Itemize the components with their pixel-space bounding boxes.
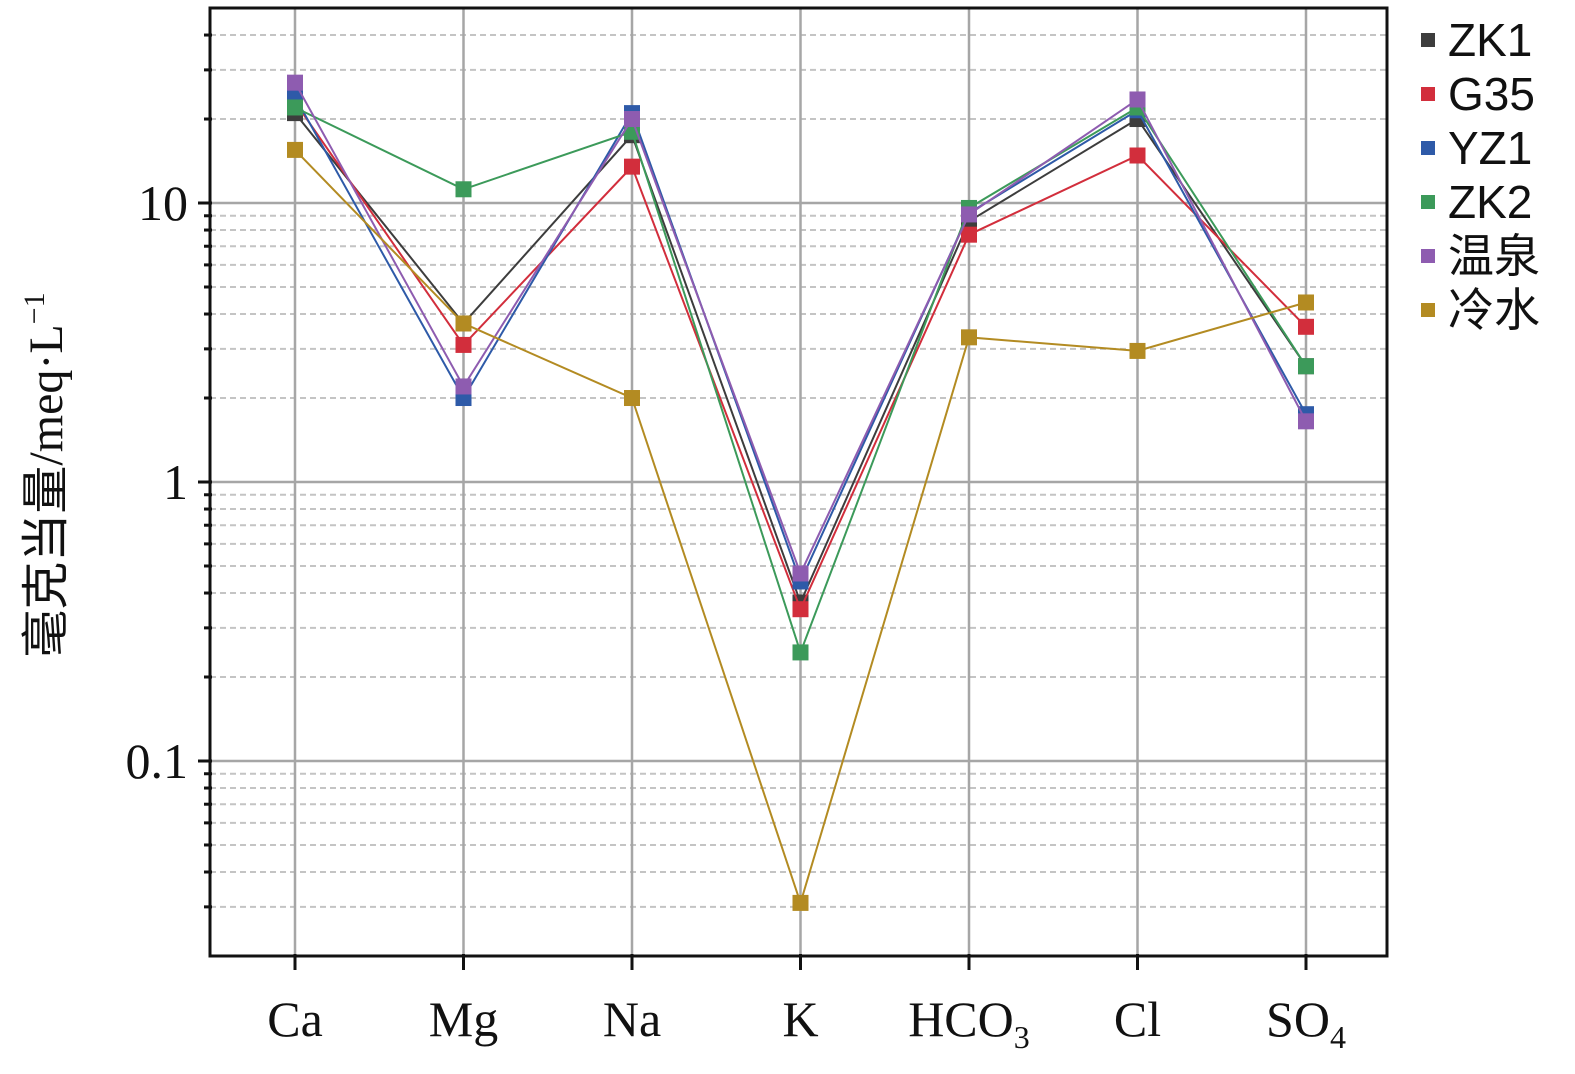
data-point [455, 378, 472, 395]
series-G35 [287, 94, 1314, 618]
x-tick-label-main: Cl [1114, 991, 1161, 1047]
data-point [1298, 358, 1314, 375]
legend-label: 冷水 [1448, 284, 1540, 336]
data-point [624, 158, 640, 175]
legend-label: 温泉 [1448, 230, 1540, 282]
data-point [1129, 147, 1146, 164]
x-tick-label: Ca [267, 991, 323, 1047]
y-tick-label: 10 [138, 175, 188, 231]
series-layer [287, 74, 1314, 911]
x-tick-label: Na [603, 991, 661, 1047]
legend-label: YZ1 [1448, 122, 1532, 174]
data-point [792, 644, 809, 661]
grid [210, 8, 1387, 956]
x-tick-label: Cl [1114, 991, 1161, 1047]
y-axis-title-main: 毫克当量/meq·L [20, 324, 73, 657]
data-point [287, 99, 303, 116]
data-point [1298, 318, 1314, 335]
legend-marker [1421, 249, 1435, 263]
data-point [1129, 91, 1146, 108]
y-axis-title: 毫克当量/meq·L−1 [18, 292, 73, 657]
data-point [961, 206, 977, 223]
legend-marker [1421, 141, 1435, 155]
legend-label: ZK1 [1448, 14, 1532, 66]
x-tick-label-main: K [782, 991, 818, 1047]
x-tick-label-main: Na [603, 991, 661, 1047]
x-tick-label-subscript: 3 [1014, 1019, 1030, 1055]
x-tick-label: Mg [429, 991, 498, 1047]
data-point [1298, 294, 1314, 311]
data-point [624, 390, 640, 407]
data-point [624, 111, 640, 128]
data-point [455, 181, 472, 198]
legend-marker [1421, 33, 1435, 47]
x-tick-label-main: SO [1266, 991, 1330, 1047]
data-point [1298, 413, 1314, 430]
legend-label: G35 [1448, 68, 1535, 120]
x-tick-label-main: HCO [908, 991, 1014, 1047]
data-point [287, 141, 303, 158]
x-tick-label-main: Ca [267, 991, 323, 1047]
axes: 0.1 1 10 Ca Mg Na K HCO3 Cl SO4 [126, 33, 1346, 1055]
legend-marker [1421, 87, 1435, 101]
data-point [455, 315, 472, 332]
y-tick-label: 1 [163, 454, 188, 510]
data-point [287, 74, 303, 91]
data-point [961, 226, 977, 243]
data-point [792, 601, 809, 618]
legend-marker [1421, 195, 1435, 209]
data-point [792, 565, 809, 582]
data-point [1129, 342, 1146, 359]
legend-marker [1421, 303, 1435, 317]
x-tick-label: K [782, 991, 818, 1047]
legend-label: ZK2 [1448, 176, 1532, 228]
series-温泉 [287, 74, 1314, 582]
y-axis-title-superscript: −1 [18, 292, 51, 324]
x-tick-label-main: Mg [429, 991, 498, 1047]
data-point [455, 336, 472, 353]
x-tick-label: HCO3 [908, 991, 1030, 1055]
data-point [961, 329, 977, 346]
x-tick-label: SO4 [1266, 991, 1346, 1055]
y-tick-label: 0.1 [126, 733, 189, 789]
data-point [792, 894, 809, 911]
series-冷水 [287, 141, 1314, 911]
x-tick-label-subscript: 4 [1330, 1019, 1346, 1055]
